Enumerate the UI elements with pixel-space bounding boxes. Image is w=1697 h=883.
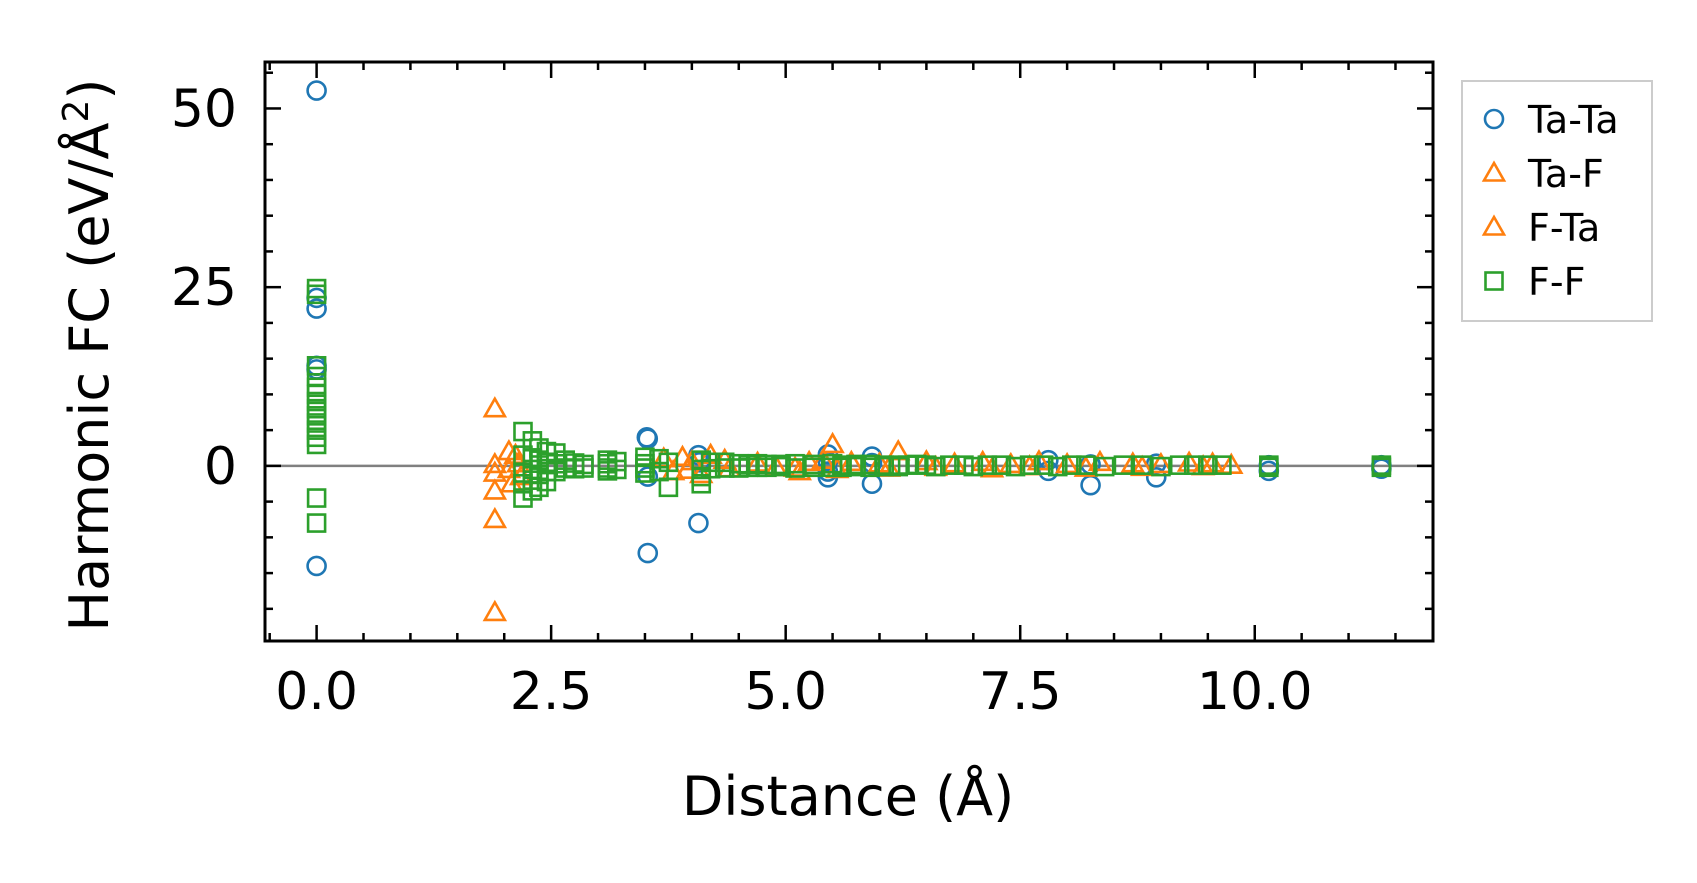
data-point: [1198, 455, 1218, 475]
data-point: [689, 461, 714, 484]
data-point: [1145, 467, 1167, 488]
y-axis-label: Harmonic FC (eV/Å2): [56, 79, 121, 632]
legend-entry: F-F: [1484, 260, 1585, 304]
y-axis-label-close: ): [58, 79, 121, 100]
data-point: [757, 457, 777, 478]
data-point: [1113, 455, 1134, 475]
data-point: [637, 542, 659, 564]
data-point: [1371, 457, 1392, 478]
data-point: [658, 477, 679, 498]
plot-frame: [263, 60, 1435, 643]
plot-area: [263, 60, 1435, 643]
data-point: [940, 455, 960, 475]
legend-entry: F-Ta: [1481, 206, 1600, 250]
data-point: [1019, 455, 1040, 475]
y-tick-label: 25: [171, 258, 237, 318]
data-point: [771, 456, 791, 477]
data-point: [820, 431, 845, 454]
data-point: [1183, 455, 1204, 475]
x-axis-label: Distance (Å): [682, 764, 1014, 828]
legend-marker-triangle: [1481, 160, 1507, 182]
data-point: [1005, 456, 1026, 477]
data-point: [861, 473, 883, 495]
data-point: [1076, 455, 1096, 475]
data-point: [1132, 455, 1152, 475]
legend-label: F-F: [1528, 260, 1585, 304]
data-point: [991, 455, 1012, 475]
y-tick-label: 50: [171, 79, 237, 139]
data-point: [482, 506, 508, 529]
data-point: [874, 456, 894, 477]
data-point: [306, 355, 327, 376]
x-tick-label: 0.0: [275, 662, 358, 722]
legend-label: Ta-F: [1527, 152, 1604, 196]
data-point: [607, 459, 627, 480]
x-axis: 0.0 2.5 5.0 7.5 10.0: [268, 62, 1397, 722]
data-point: [714, 458, 735, 478]
legend-label: F-Ta: [1528, 206, 1600, 250]
data-point: [688, 512, 709, 534]
data-point: [482, 478, 508, 500]
data-point: [785, 458, 805, 478]
data-point: [977, 455, 998, 475]
legend: Ta-Ta Ta-F F-Ta F-F: [1461, 80, 1653, 322]
data-point: [1259, 457, 1279, 478]
data-point: [482, 396, 508, 418]
data-point: [658, 452, 679, 473]
data-point: [482, 599, 508, 622]
legend-frame: [1461, 80, 1653, 322]
data-point: [1169, 455, 1190, 475]
data-point: [860, 457, 880, 478]
data-point: [306, 80, 327, 101]
data-point: [832, 457, 852, 478]
series-ta-f: [482, 396, 1244, 622]
legend-marker-triangle: [1481, 214, 1507, 236]
data-point: [846, 456, 866, 477]
data-point: [306, 298, 327, 319]
data-point: [306, 434, 327, 455]
data-point: [700, 458, 721, 479]
x-tick-label: 2.5: [510, 662, 593, 722]
x-tick-label: 7.5: [979, 662, 1062, 722]
legend-marker-circle: [1483, 108, 1505, 130]
y-tick-label: 0: [204, 437, 237, 497]
series-ta-ta: [306, 80, 1392, 577]
y-axis-label-main: Harmonic FC (eV/Å: [57, 122, 121, 631]
data-point: [1062, 455, 1082, 475]
data-point: [306, 513, 327, 533]
data-point: [804, 457, 824, 478]
data-point: [1033, 455, 1054, 475]
legend-marker-square: [1484, 271, 1504, 291]
series-f-f: [306, 278, 1392, 533]
data-point: [306, 284, 327, 305]
data-point: [1080, 474, 1101, 496]
data-point: [1094, 456, 1115, 477]
data-point: [963, 456, 984, 477]
legend-entry: Ta-F: [1481, 152, 1604, 196]
data-point: [482, 460, 508, 482]
data-point: [1151, 456, 1171, 477]
legend-entry: Ta-Ta: [1483, 98, 1619, 142]
data-point: [1148, 451, 1174, 474]
data-point: [1047, 456, 1068, 477]
data-point: [482, 451, 508, 474]
data-point: [306, 555, 327, 577]
data-point: [925, 456, 946, 477]
x-tick-label: 5.0: [744, 662, 827, 722]
x-tick-label: 10.0: [1197, 662, 1313, 722]
y-axis-label-superscript: 2: [56, 100, 97, 123]
legend-label: Ta-Ta: [1527, 98, 1619, 142]
y-axis: 0 25 50: [171, 71, 1433, 611]
data-point: [574, 458, 594, 478]
data-point: [635, 463, 655, 483]
data-point: [1212, 455, 1232, 475]
data-point: [306, 488, 327, 508]
